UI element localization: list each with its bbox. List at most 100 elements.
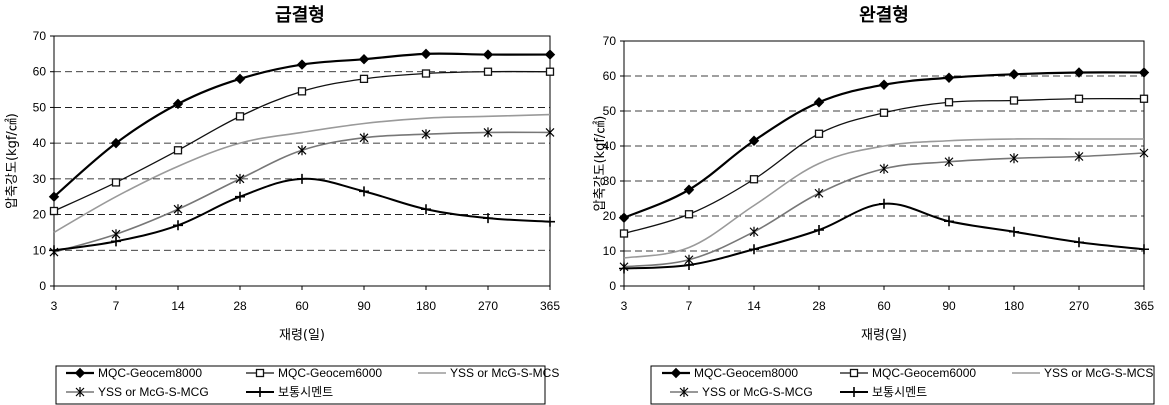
data-point: [235, 191, 245, 202]
chart-title: 급결형: [275, 5, 325, 26]
y-axis-label: 압축강도(kgf/㎠): [5, 113, 20, 209]
y-tick-label: 60: [33, 65, 47, 79]
data-point: [943, 72, 955, 83]
chart-title: 완결형: [859, 5, 909, 26]
y-tick-label: 70: [603, 34, 617, 48]
y-tick-label: 50: [33, 100, 47, 114]
data-point: [749, 244, 759, 255]
y-tick-label: 10: [603, 244, 617, 258]
series-line: [53, 52, 551, 198]
data-point: [49, 245, 59, 256]
data-point: [683, 184, 695, 195]
data-point: [421, 204, 431, 215]
series-3: [619, 148, 1149, 272]
legend-item: MQC-Geocem6000: [840, 366, 976, 380]
y-tick-label: 0: [39, 279, 46, 293]
legend-marker: [75, 387, 85, 397]
x-tick-label: 365: [1134, 299, 1154, 313]
data-point: [420, 48, 432, 60]
data-point: [749, 175, 759, 184]
data-point: [421, 129, 431, 140]
data-point: [545, 216, 555, 227]
y-tick-label: 70: [33, 29, 47, 43]
data-point: [1009, 96, 1019, 105]
data-point: [619, 229, 629, 238]
legend-label: MQC-Geocem8000: [694, 366, 798, 380]
y-tick-label: 30: [603, 174, 617, 188]
data-point: [684, 210, 694, 219]
y-tick-label: 10: [33, 243, 47, 257]
data-point: [749, 226, 759, 237]
series-line: [53, 70, 551, 212]
data-point: [619, 263, 629, 274]
x-tick-label: 7: [113, 299, 120, 313]
series-3: [49, 127, 555, 258]
series-2: [53, 113, 551, 234]
y-tick-label: 40: [33, 136, 47, 150]
x-tick-label: 7: [686, 299, 693, 313]
x-tick-label: 270: [1069, 299, 1089, 313]
data-point: [483, 127, 493, 138]
data-point: [1009, 153, 1019, 164]
legend-label: 보통시멘트: [872, 385, 927, 399]
series-2: [623, 138, 1144, 259]
x-tick-label: 60: [877, 299, 891, 313]
series-line: [623, 71, 1145, 219]
series-0: [48, 48, 556, 202]
x-tick-label: 180: [416, 299, 436, 313]
data-point: [1138, 67, 1150, 78]
legend-item: YSS or McG-S-MCG: [66, 385, 209, 399]
data-point: [359, 74, 369, 84]
series-4: [49, 173, 555, 256]
data-point: [358, 54, 370, 65]
data-point: [482, 49, 494, 60]
data-point: [111, 236, 121, 247]
x-axis-label: 재령(일): [279, 328, 325, 343]
data-point: [879, 108, 889, 117]
data-point: [1139, 244, 1149, 255]
data-point: [359, 132, 369, 143]
x-tick-label: 28: [233, 299, 247, 313]
data-point: [748, 135, 760, 146]
y-tick-label: 20: [33, 208, 47, 222]
y-tick-label: 30: [33, 172, 47, 186]
legend-item: YSS or McG-S-MCS: [1012, 366, 1153, 380]
legend-marker: [679, 387, 689, 397]
legend-marker: [849, 368, 859, 378]
legend-label: YSS or McG-S-MCG: [98, 385, 209, 399]
legend-label: 보통시멘트: [278, 385, 333, 399]
data-point: [235, 173, 245, 184]
y-tick-label: 0: [609, 279, 616, 293]
data-point: [421, 69, 431, 78]
data-point: [483, 67, 493, 76]
series-line: [623, 138, 1144, 259]
legend-label: YSS or McG-S-MCS: [450, 366, 559, 380]
legend-item: YSS or McG-S-MCS: [418, 366, 559, 380]
x-tick-label: 365: [540, 299, 560, 313]
series-0: [618, 67, 1150, 223]
legend-label: YSS or McG-S-MCS: [1044, 366, 1153, 380]
plot-area: [623, 40, 1145, 287]
x-tick-label: 3: [51, 299, 58, 313]
legend-box: [650, 365, 1155, 405]
data-point: [173, 220, 183, 231]
x-tick-label: 60: [295, 299, 309, 313]
data-point: [111, 178, 121, 187]
data-point: [1139, 94, 1149, 103]
data-point: [1074, 94, 1084, 103]
chart-quick-setting: 급결형 0 10 20 30 40 50 60 70 3 7 14 28 60 90 180 270 365 재령(…: [5, 5, 560, 405]
x-axis-label: 재령(일): [861, 328, 907, 343]
data-point: [173, 146, 183, 155]
data-point: [297, 87, 307, 96]
data-point: [297, 173, 307, 184]
x-tick-label: 14: [747, 299, 761, 313]
data-point: [813, 97, 825, 108]
legend-marker: [255, 387, 265, 397]
data-point: [173, 204, 183, 215]
data-point: [297, 145, 307, 156]
data-point: [1008, 69, 1020, 80]
data-point: [544, 49, 556, 60]
x-tick-label: 90: [942, 299, 956, 313]
x-tick-label: 90: [357, 299, 371, 313]
